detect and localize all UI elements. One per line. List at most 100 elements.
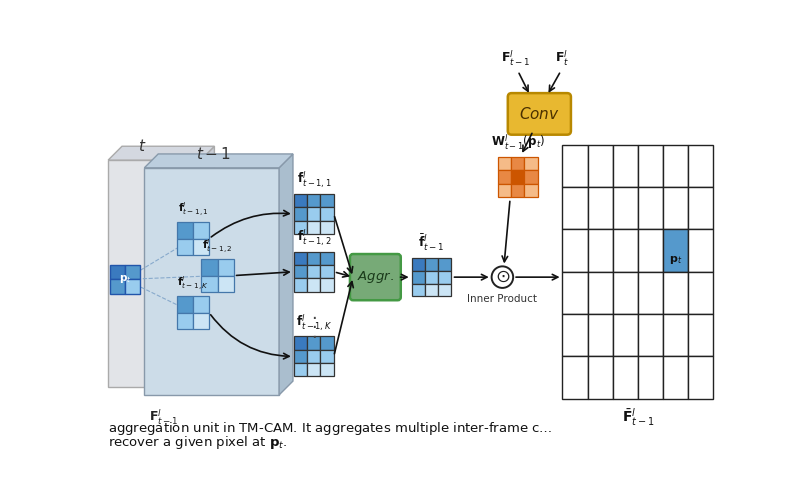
Bar — [438, 258, 451, 270]
Bar — [638, 356, 663, 399]
Bar — [688, 314, 714, 356]
Bar — [193, 296, 209, 312]
Bar — [294, 336, 307, 350]
Bar — [588, 230, 613, 272]
Bar — [294, 208, 307, 220]
Bar — [613, 314, 638, 356]
Text: Inner Product: Inner Product — [467, 294, 538, 304]
Text: $\mathbf{p}_t$: $\mathbf{p}_t$ — [119, 272, 131, 284]
Text: .: . — [311, 305, 317, 323]
Bar — [294, 220, 307, 234]
Text: $\mathbf{f}^l_{t-1,2}$: $\mathbf{f}^l_{t-1,2}$ — [297, 227, 331, 248]
Bar — [412, 258, 425, 270]
Bar — [321, 336, 334, 350]
Text: $\bar{\mathbf{F}}^l_{t-1}$: $\bar{\mathbf{F}}^l_{t-1}$ — [622, 406, 654, 428]
Polygon shape — [108, 146, 214, 160]
Text: $\mathbf{F}^l_{t-1}$: $\mathbf{F}^l_{t-1}$ — [149, 408, 178, 428]
Bar — [177, 238, 193, 255]
Bar — [321, 208, 334, 220]
Polygon shape — [144, 168, 279, 395]
Bar — [193, 238, 209, 255]
Bar — [177, 296, 193, 312]
Bar — [218, 276, 234, 292]
Bar — [307, 278, 321, 292]
Bar — [638, 187, 663, 230]
Text: $\mathbf{f}^l_{t-1,2}$: $\mathbf{f}^l_{t-1,2}$ — [202, 238, 233, 256]
Bar — [193, 312, 209, 328]
Text: $\mathbf{f}^l_{t-1,1}$: $\mathbf{f}^l_{t-1,1}$ — [178, 202, 208, 220]
Bar — [613, 187, 638, 230]
Bar — [307, 220, 321, 234]
Bar — [307, 363, 321, 376]
Text: $Conv$: $Conv$ — [519, 106, 560, 122]
Bar — [588, 144, 613, 187]
Bar — [562, 187, 588, 230]
Polygon shape — [279, 154, 293, 395]
FancyBboxPatch shape — [508, 93, 571, 134]
Bar — [294, 194, 307, 207]
Bar — [307, 265, 321, 278]
Text: $\mathbf{W}^l_{t-1}(\mathbf{p}_t)$: $\mathbf{W}^l_{t-1}(\mathbf{p}_t)$ — [490, 133, 545, 152]
Bar — [613, 272, 638, 314]
Text: recover a given pixel at $\mathbf{p}_t$.: recover a given pixel at $\mathbf{p}_t$. — [108, 434, 288, 451]
FancyBboxPatch shape — [350, 254, 401, 300]
Circle shape — [492, 266, 513, 288]
Bar — [412, 270, 425, 283]
Text: $\mathbf{f}^l_{t-1,1}$: $\mathbf{f}^l_{t-1,1}$ — [297, 170, 331, 190]
Bar — [638, 144, 663, 187]
Bar — [321, 265, 334, 278]
Bar — [307, 194, 321, 207]
Bar — [294, 265, 307, 278]
Text: $\bar{\mathbf{f}}^l_{t-1}$: $\bar{\mathbf{f}}^l_{t-1}$ — [418, 234, 445, 254]
Polygon shape — [201, 146, 214, 387]
Text: $Aggr.$: $Aggr.$ — [357, 269, 394, 285]
Bar — [562, 314, 588, 356]
Bar — [638, 230, 663, 272]
Text: $\mathbf{f}^l_{t-1,K}$: $\mathbf{f}^l_{t-1,K}$ — [296, 312, 332, 332]
Bar — [638, 272, 663, 314]
Bar — [638, 314, 663, 356]
Bar — [110, 265, 125, 280]
Bar — [688, 272, 714, 314]
Bar — [110, 280, 125, 294]
Bar — [321, 220, 334, 234]
Text: $t$: $t$ — [138, 138, 146, 154]
Bar — [294, 363, 307, 376]
Text: $\mathbf{F}^l_{t-1}$: $\mathbf{F}^l_{t-1}$ — [502, 48, 531, 68]
Bar — [663, 314, 688, 356]
Bar — [498, 184, 511, 197]
Bar — [562, 356, 588, 399]
Bar — [525, 184, 538, 197]
Bar — [125, 265, 140, 280]
Bar — [511, 184, 525, 197]
Text: $\mathbf{f}^l_{t-1,K}$: $\mathbf{f}^l_{t-1,K}$ — [177, 275, 209, 293]
Text: .: . — [311, 314, 317, 332]
Bar — [307, 208, 321, 220]
Bar — [588, 314, 613, 356]
Bar — [307, 336, 321, 350]
Text: $\odot$: $\odot$ — [494, 268, 510, 286]
Bar — [613, 144, 638, 187]
Bar — [307, 350, 321, 363]
Bar — [562, 272, 588, 314]
Polygon shape — [108, 160, 201, 387]
Bar — [177, 312, 193, 328]
Bar — [498, 157, 511, 170]
Bar — [498, 170, 511, 183]
Bar — [525, 157, 538, 170]
Bar — [321, 194, 334, 207]
Bar — [613, 230, 638, 272]
Bar — [663, 356, 688, 399]
Bar — [562, 144, 588, 187]
Bar — [202, 276, 218, 292]
Bar — [525, 170, 538, 183]
Bar — [438, 270, 451, 283]
Bar — [425, 284, 438, 296]
Bar — [511, 157, 525, 170]
Bar — [688, 144, 714, 187]
Bar — [663, 144, 688, 187]
Text: $\mathbf{p}_t$: $\mathbf{p}_t$ — [669, 254, 682, 266]
Bar — [688, 187, 714, 230]
Bar — [294, 278, 307, 292]
Bar — [218, 260, 234, 276]
